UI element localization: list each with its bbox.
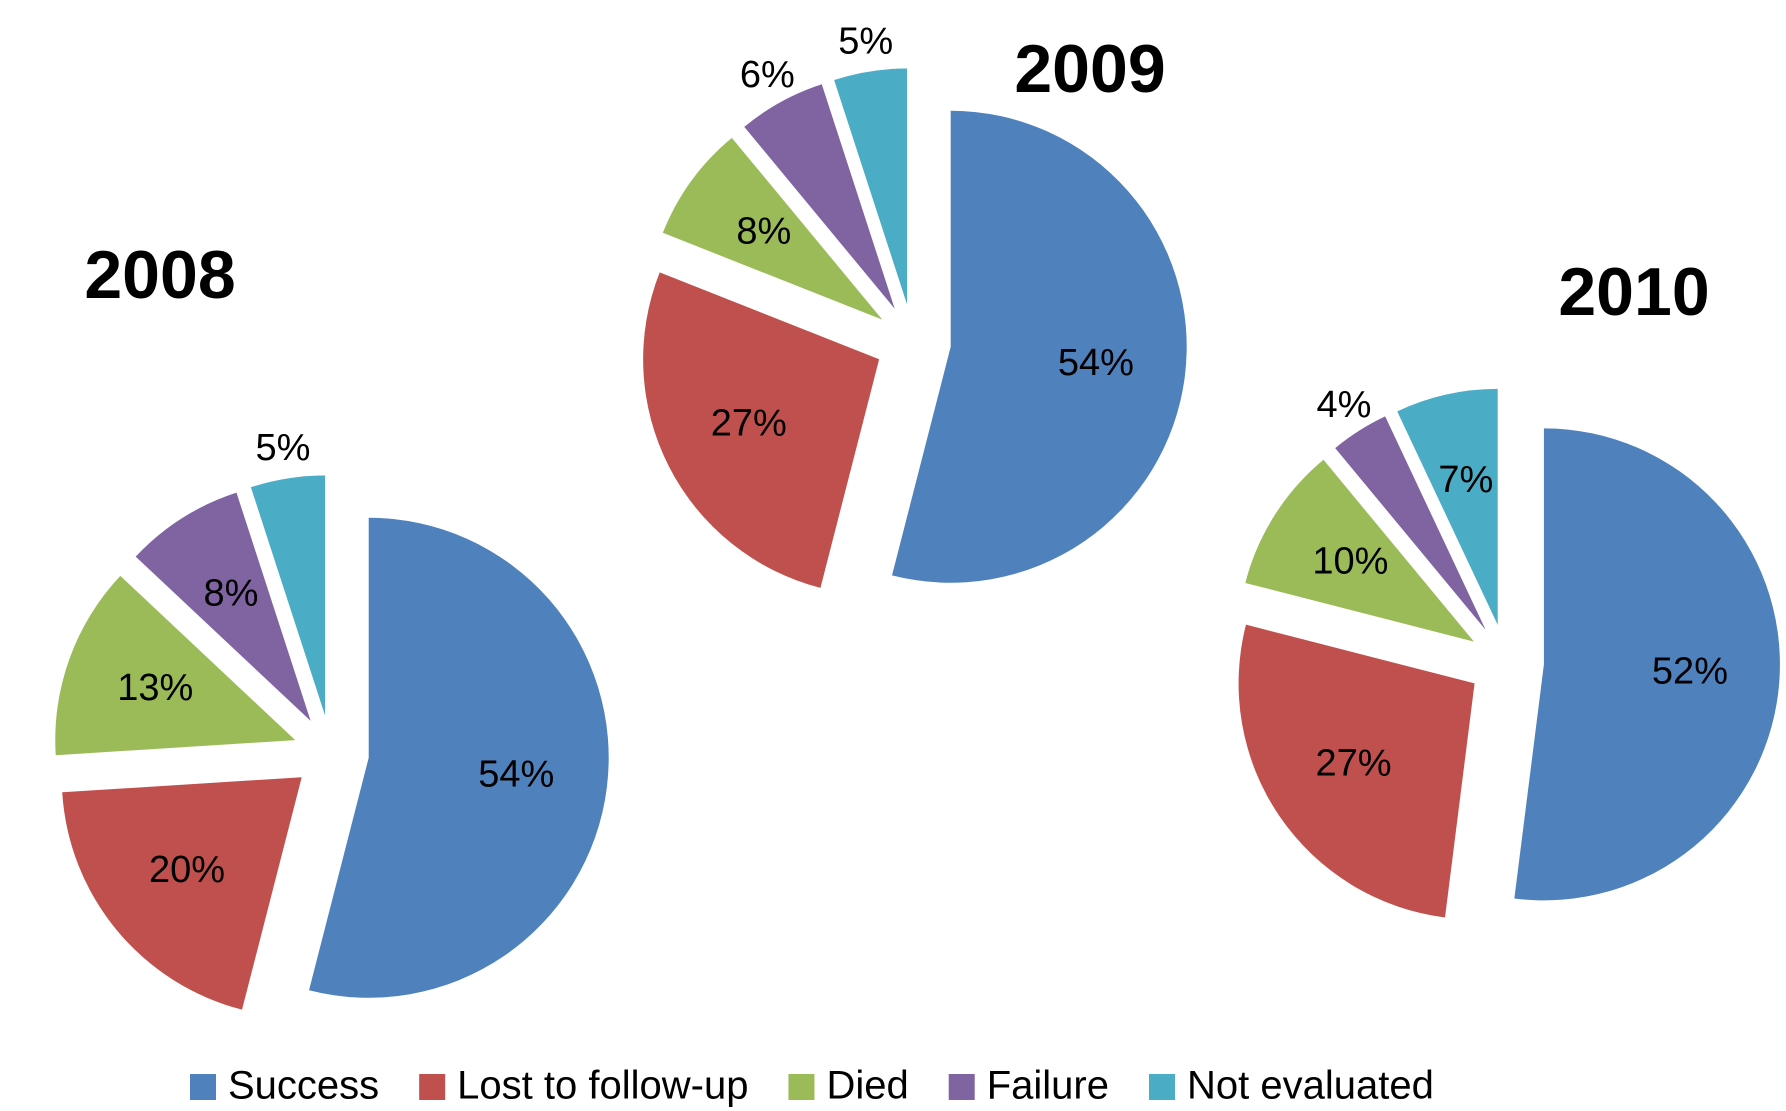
pie-slice: [135, 492, 311, 721]
pie-slice: [834, 68, 908, 305]
data-label: 6%: [740, 54, 795, 96]
pie-title: 2008: [84, 237, 235, 313]
pie-slice: [1335, 416, 1486, 630]
pie-slice: [1514, 428, 1780, 901]
legend-label: Success: [228, 1064, 379, 1108]
data-label: 20%: [149, 849, 225, 891]
pie-slice: [892, 110, 1187, 583]
data-label: 52%: [1652, 651, 1728, 693]
pie-title: 2010: [1558, 254, 1709, 330]
pie-title: 2009: [1014, 31, 1165, 107]
data-label: 5%: [256, 427, 311, 469]
pie-slice: [643, 272, 880, 588]
legend-label: Failure: [987, 1064, 1109, 1108]
pie-slice: [309, 517, 609, 998]
legend-swatch: [190, 1074, 216, 1100]
data-label: 8%: [203, 572, 258, 614]
data-label: 13%: [117, 667, 193, 709]
pie-slice: [1245, 459, 1474, 642]
pie-slice: [62, 777, 302, 1010]
pie-slice: [662, 137, 883, 320]
legend-swatch: [948, 1074, 975, 1100]
data-label: 4%: [1317, 384, 1372, 426]
pie-slice: [1238, 624, 1475, 918]
legend-swatch: [419, 1074, 446, 1100]
data-label: 27%: [711, 403, 787, 445]
pie-slice: [1397, 388, 1498, 625]
legend-label: Died: [826, 1064, 908, 1108]
legend-label: Lost to follow-up: [457, 1064, 748, 1108]
legend-label: Not evaluated: [1187, 1064, 1434, 1108]
data-label: 7%: [1438, 459, 1493, 501]
legend-swatch: [1148, 1074, 1175, 1100]
pie-slice: [55, 575, 296, 756]
data-label: 10%: [1312, 540, 1388, 582]
pie-slice: [250, 475, 326, 716]
pie-slice: [744, 84, 895, 309]
data-label: 54%: [1058, 342, 1134, 384]
data-label: 8%: [736, 211, 791, 253]
data-label: 54%: [478, 753, 554, 795]
data-label: 5%: [838, 20, 893, 62]
legend-swatch: [788, 1074, 815, 1100]
data-label: 27%: [1316, 743, 1392, 785]
